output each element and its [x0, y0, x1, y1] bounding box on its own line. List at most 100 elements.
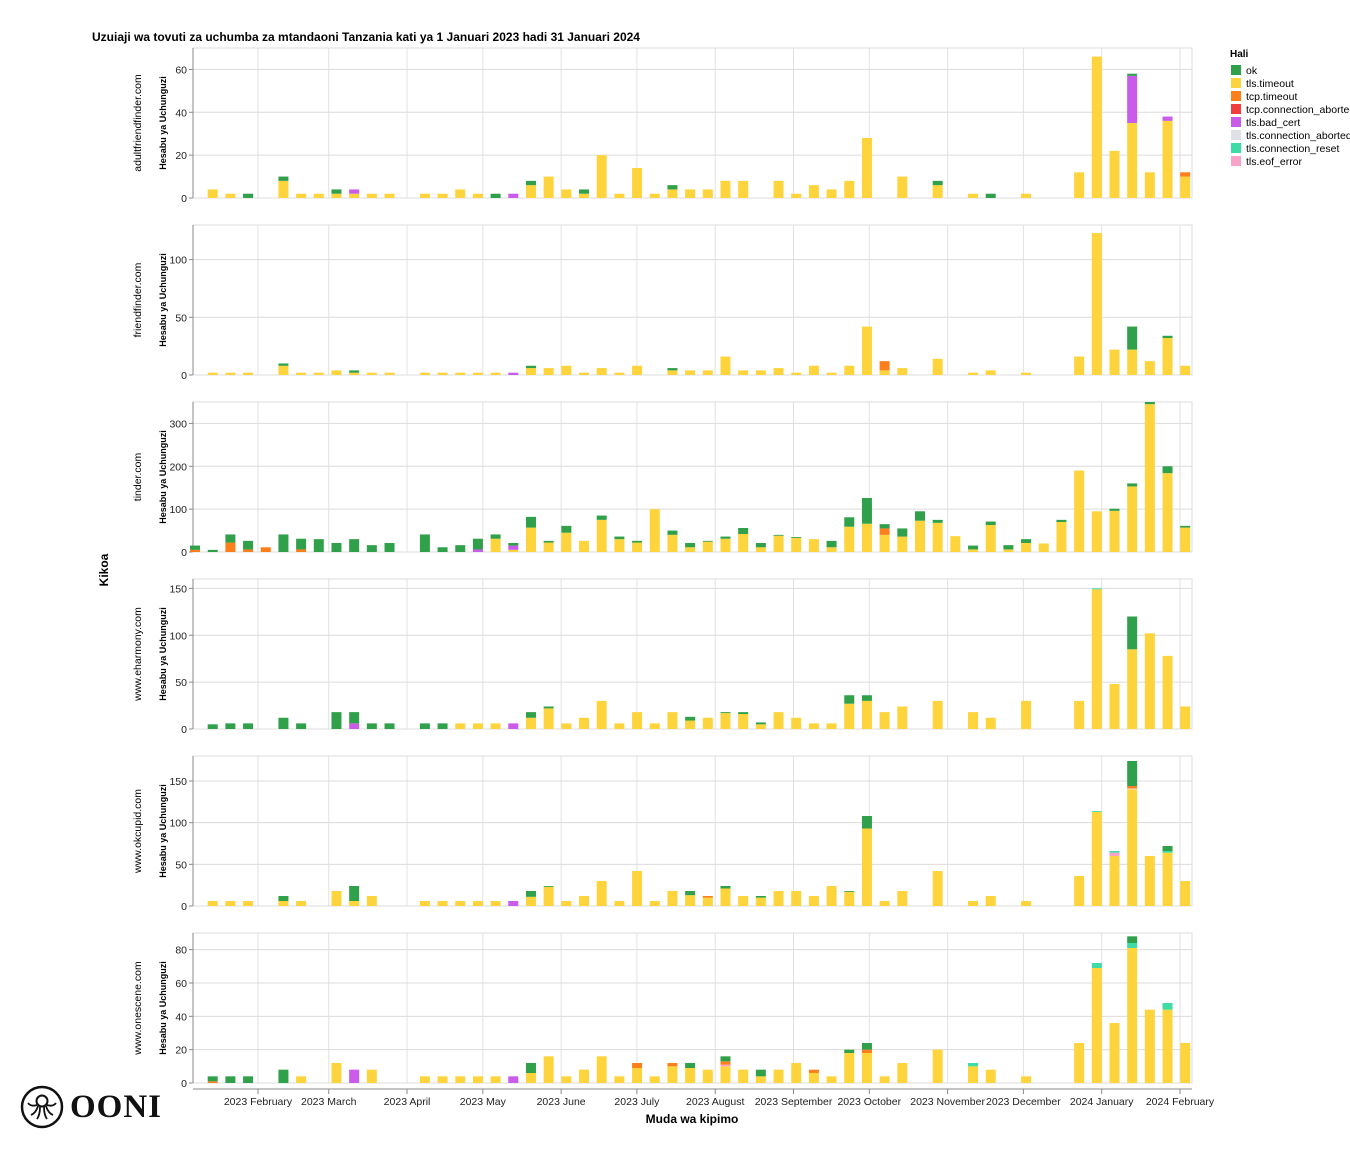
- bar-segment: [472, 723, 483, 729]
- bar-segment: [349, 193, 360, 198]
- bar-segment: [861, 326, 872, 375]
- bar-segment: [808, 723, 819, 729]
- bar-segment: [932, 358, 943, 375]
- bar-segment: [879, 524, 890, 529]
- bar-segment: [1180, 365, 1191, 375]
- bar-segment: [278, 896, 289, 901]
- bar-segment: [861, 1053, 872, 1083]
- bar-segment: [1127, 761, 1138, 786]
- bar-segment: [808, 896, 819, 906]
- bar-segment: [455, 189, 466, 198]
- bar-segment: [331, 193, 342, 198]
- bar-segment: [985, 521, 996, 525]
- bar-segment: [525, 896, 536, 906]
- y-tick-label: 150: [169, 776, 187, 788]
- bar-segment: [632, 871, 643, 906]
- legend-swatch: [1231, 65, 1241, 75]
- bar-segment: [685, 1068, 696, 1083]
- bar-segment: [243, 372, 254, 375]
- bar-segment: [1162, 335, 1173, 339]
- bar-segment: [525, 891, 536, 897]
- bar-segment: [472, 901, 483, 906]
- bar-segment: [614, 539, 625, 552]
- bar-segment: [508, 543, 519, 546]
- x-axis: 2023 February 2023 March 2023 April 2023 Ma…: [193, 1088, 1215, 1108]
- bar-segment: [437, 723, 448, 729]
- bar-segment: [525, 712, 536, 718]
- bar-segment: [932, 180, 943, 186]
- y-tick-label: 100: [169, 255, 187, 267]
- bar-segment: [614, 723, 625, 729]
- bar-segment: [1162, 852, 1173, 906]
- bar-segment: [366, 896, 377, 906]
- plot-frame: [192, 224, 1193, 376]
- x-tick-label: 2023 February: [224, 1096, 293, 1108]
- x-tick-label: 2024 February: [1146, 1096, 1215, 1108]
- bar-segment: [1091, 968, 1102, 1083]
- bar-segment: [596, 519, 607, 552]
- bar-segment: [543, 542, 554, 552]
- bar-segment: [1162, 116, 1173, 121]
- bar-segment: [596, 1056, 607, 1083]
- bar-segment: [225, 534, 236, 543]
- bar-segment: [561, 723, 572, 729]
- bar-segment: [1109, 510, 1120, 552]
- bar-segment: [667, 189, 678, 198]
- bar-segment: [685, 1063, 696, 1068]
- bar-segment: [349, 189, 360, 194]
- bar-segment: [632, 365, 643, 375]
- bar-segment: [1144, 361, 1155, 375]
- y-tick-label: 0: [181, 1078, 187, 1090]
- x-tick-label: 2023 October: [837, 1096, 901, 1108]
- bar-segment: [1021, 193, 1032, 198]
- bar-segment: [861, 138, 872, 198]
- bar-segment: [773, 712, 784, 729]
- y-tick-label: 100: [169, 504, 187, 516]
- bar-segment: [384, 543, 395, 552]
- bar-segment: [879, 712, 890, 729]
- legend-swatch: [1231, 91, 1241, 101]
- bar-segment: [932, 519, 943, 523]
- bar-segment: [1074, 356, 1085, 375]
- bar-segment: [579, 189, 590, 194]
- bar-segment: [1021, 901, 1032, 906]
- bar-segment: [755, 724, 766, 729]
- bar-segment: [968, 712, 979, 729]
- bar-segment: [508, 372, 519, 375]
- bar-segment: [490, 1076, 501, 1083]
- legend-label: tcp.timeout: [1246, 91, 1297, 103]
- bar-segment: [1127, 649, 1138, 729]
- bar-segment: [366, 372, 377, 375]
- bar-segment: [649, 1076, 660, 1083]
- bar-segment: [525, 365, 536, 369]
- bar-segment: [932, 522, 943, 552]
- bar-segment: [614, 193, 625, 198]
- legend-swatch: [1231, 130, 1241, 140]
- bar-segment: [207, 724, 218, 729]
- bar-segment: [1162, 655, 1173, 729]
- x-tick-label: 2023 May: [460, 1096, 507, 1108]
- bar-segment: [437, 193, 448, 198]
- bar-segment: [278, 901, 289, 906]
- bar-segment: [738, 1069, 749, 1083]
- legend-label: tls.timeout: [1246, 78, 1294, 90]
- bar-segment: [490, 372, 501, 375]
- bar-segment: [1127, 948, 1138, 1083]
- bar-segment: [331, 189, 342, 194]
- bar-segment: [985, 717, 996, 729]
- bar-segment: [243, 1076, 254, 1083]
- bar-segment: [791, 891, 802, 906]
- bar-segment: [720, 1056, 731, 1062]
- bar-segment: [844, 1053, 855, 1083]
- bar-segment: [632, 712, 643, 729]
- bar-segment: [419, 372, 430, 375]
- bar-segment: [932, 871, 943, 906]
- bar-segment: [897, 528, 908, 537]
- bar-segment: [1162, 851, 1173, 853]
- bar-segment: [826, 1076, 837, 1083]
- bar-segment: [844, 891, 855, 906]
- bar-segment: [349, 723, 360, 729]
- bar-segment: [685, 543, 696, 548]
- bar-segment: [366, 723, 377, 729]
- bar-segment: [1021, 700, 1032, 729]
